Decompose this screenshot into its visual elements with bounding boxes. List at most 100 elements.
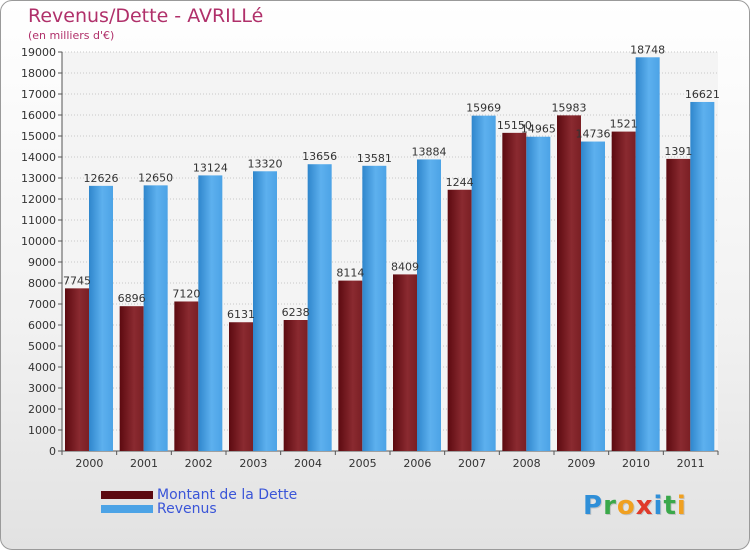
bar-revenus <box>635 57 660 452</box>
bar-revenus <box>581 141 605 451</box>
bar-dette <box>666 158 691 451</box>
data-label-dette: 15983 <box>552 101 587 114</box>
y-tick-label: 13000 <box>21 172 56 185</box>
legend-label-dette: Montant de la Dette <box>157 487 298 503</box>
logo-letter: t <box>663 491 677 521</box>
bar-dette <box>502 132 527 451</box>
x-tick-label: 2003 <box>239 457 267 470</box>
bar-dette <box>557 115 581 452</box>
y-tick-label: 8000 <box>28 277 56 290</box>
data-label-dette: 1521 <box>610 118 638 131</box>
legend-swatch-revenus <box>101 505 153 513</box>
y-tick-label: 10000 <box>21 235 56 248</box>
bar-dette <box>119 306 144 451</box>
logo-letter: i <box>653 491 664 521</box>
data-label-revenus: 15969 <box>466 102 501 115</box>
x-tick-label: 2010 <box>622 457 650 470</box>
data-label-revenus: 18748 <box>630 43 665 56</box>
bar-dette <box>65 288 89 451</box>
bar-revenus <box>143 185 168 451</box>
unit-label: (en milliers d'€) <box>28 29 115 42</box>
data-label-dette: 6131 <box>227 308 255 321</box>
y-tick-label: 15000 <box>21 130 56 143</box>
data-label-dette: 8114 <box>336 267 364 280</box>
proxiti-logo: Proxiti <box>583 491 687 521</box>
bar-revenus <box>198 175 223 451</box>
logo-letter: r <box>603 491 617 521</box>
bar-dette <box>611 131 636 451</box>
data-label-dette: 1391 <box>664 145 692 158</box>
x-tick-label: 2005 <box>349 457 377 470</box>
x-tick-label: 2002 <box>185 457 213 470</box>
bar-revenus <box>471 115 496 451</box>
y-tick-label: 19000 <box>21 46 56 59</box>
data-label-dette: 1244 <box>446 176 474 189</box>
data-label-revenus: 14965 <box>521 123 556 136</box>
data-label-revenus: 12626 <box>84 172 119 185</box>
y-tick-label: 4000 <box>28 361 56 374</box>
bar-dette <box>447 189 472 451</box>
plot-area <box>62 52 718 451</box>
bar-revenus <box>253 171 277 451</box>
y-tick-label: 11000 <box>21 214 56 227</box>
bar-dette <box>174 301 199 451</box>
data-label-dette: 15150 <box>497 119 532 132</box>
y-tick-label: 18000 <box>21 67 56 80</box>
y-tick-label: 1000 <box>28 424 56 437</box>
data-label-revenus: 13884 <box>412 145 447 158</box>
data-label-revenus: 13581 <box>357 152 392 165</box>
axes: 2000 2001 2002 2003 2004 2005 2006 2007 2008 2009… <box>61 52 719 470</box>
x-tick-label: 2008 <box>513 457 541 470</box>
y-tick-label: 5000 <box>28 340 56 353</box>
data-label-dette: 8409 <box>391 260 419 273</box>
logo-letter: i <box>676 491 687 521</box>
x-tick-label: 2011 <box>677 457 705 470</box>
legend-swatch-dette <box>101 491 153 499</box>
data-label-revenus: 16621 <box>685 88 720 101</box>
bar-revenus <box>307 164 332 451</box>
logo-letter: P <box>583 491 604 521</box>
chart-title: Revenus/Dette - AVRILLé <box>28 5 264 27</box>
y-tick-label: 14000 <box>21 151 56 164</box>
x-tick-label: 2006 <box>403 457 431 470</box>
legend-label-revenus: Revenus <box>157 501 217 517</box>
data-label-revenus: 13320 <box>248 157 283 170</box>
grid: 0 1000 2000 3000 4000 5000 6000 7000 8000 9000 100… <box>21 46 718 458</box>
y-tick-label: 16000 <box>21 109 56 122</box>
bars <box>65 57 715 452</box>
bar-dette <box>338 280 363 451</box>
y-tick-label: 3000 <box>28 382 56 395</box>
y-tick-label: 12000 <box>21 193 56 206</box>
data-label-revenus: 14736 <box>576 128 611 141</box>
bar-revenus <box>89 185 113 451</box>
bar-dette <box>393 274 417 451</box>
x-tick-label: 2004 <box>294 457 322 470</box>
bar-revenus <box>526 136 551 452</box>
data-label-dette: 6238 <box>282 306 310 319</box>
bar-revenus <box>362 165 387 451</box>
x-tick-label: 2009 <box>567 457 595 470</box>
x-tick-label: 2007 <box>458 457 486 470</box>
y-tick-label: 17000 <box>21 88 56 101</box>
y-tick-label: 7000 <box>28 298 56 311</box>
data-label-dette: 6896 <box>118 292 146 305</box>
logo-letter: o <box>616 491 636 521</box>
data-label-revenus: 12650 <box>138 171 173 184</box>
data-label-dette: 7745 <box>63 274 91 287</box>
bar-dette <box>283 320 308 451</box>
logo-letter: x <box>635 491 654 521</box>
y-tick-label: 0 <box>49 445 56 458</box>
y-tick-label: 9000 <box>28 256 56 269</box>
x-tick-label: 2001 <box>130 457 158 470</box>
bar-revenus <box>690 101 715 452</box>
bar-dette <box>229 322 253 451</box>
bar-revenus <box>417 159 441 451</box>
y-tick-label: 6000 <box>28 319 56 332</box>
data-label-dette: 7120 <box>172 287 200 300</box>
data-labels: 7745 6896 7120 6131 6238 8114 8409 1244 15150 159… <box>63 43 720 321</box>
x-tick-label: 2000 <box>75 457 103 470</box>
y-tick-label: 2000 <box>28 403 56 416</box>
data-label-revenus: 13124 <box>193 161 228 174</box>
